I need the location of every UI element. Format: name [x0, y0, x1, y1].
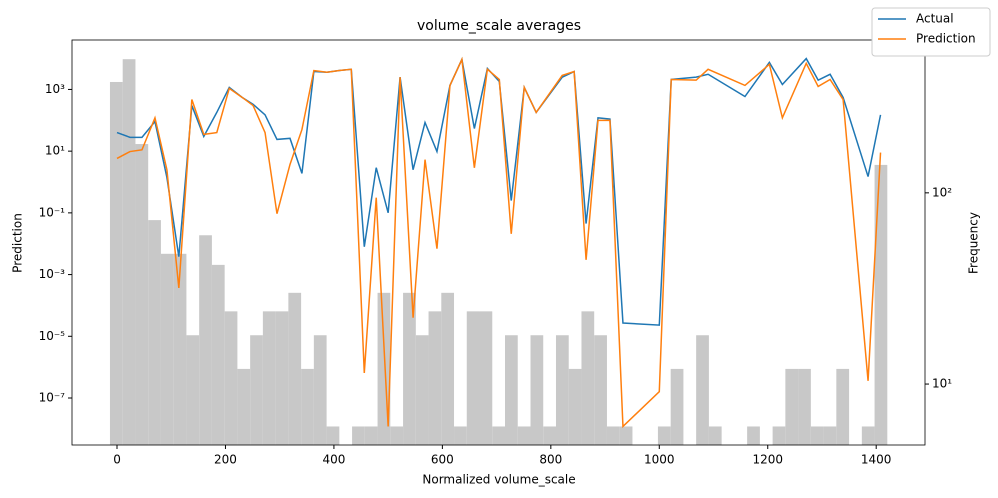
histogram-bar	[874, 164, 888, 446]
chart-title: volume_scale averages	[417, 18, 581, 34]
x-tick-label: 400	[322, 453, 345, 467]
histogram-bar	[619, 426, 633, 445]
histogram-bar	[696, 335, 709, 445]
y-axis-label: Prediction	[11, 213, 25, 273]
histogram-bar	[441, 292, 455, 445]
histogram-bar	[211, 264, 225, 445]
y2-tick-label: 10²	[932, 185, 952, 199]
histogram-bar	[785, 368, 799, 445]
y2-tick-label: 10¹	[932, 377, 952, 391]
histogram-bar	[326, 426, 340, 445]
histogram-bar	[275, 311, 289, 445]
histogram-bar	[135, 144, 149, 445]
x-tick-label: 600	[431, 453, 454, 467]
x-tick-label: 800	[539, 453, 562, 467]
histogram-bar	[250, 335, 263, 445]
histogram-bar	[364, 426, 378, 445]
histogram-bar	[492, 426, 506, 445]
y-tick-label: 10⁻⁵	[39, 329, 66, 343]
y2-axis-label: Frequency	[967, 212, 981, 274]
histogram-bar	[199, 235, 212, 445]
histogram-bar	[454, 426, 467, 445]
line	[116, 56, 882, 429]
histogram-bar	[288, 292, 302, 445]
histogram-bar	[109, 81, 123, 446]
line	[116, 56, 882, 326]
histogram-bar	[581, 311, 595, 445]
y-tick-label: 10⁻⁷	[39, 391, 66, 405]
histogram-bar	[861, 426, 875, 445]
x-tick-label: 1000	[644, 453, 675, 467]
histogram-bar	[530, 335, 544, 445]
x-tick-label: 0	[113, 453, 121, 467]
y-tick-label: 10³	[45, 82, 65, 96]
histogram-bar	[606, 426, 620, 445]
histogram-bar	[415, 335, 429, 445]
histogram-bar	[568, 368, 582, 445]
histogram-bar	[466, 311, 480, 445]
legend-label: Prediction	[916, 32, 976, 46]
histogram-bar	[810, 426, 824, 445]
histogram-bar	[173, 253, 187, 445]
histogram-bar	[555, 335, 569, 445]
histogram-bar	[823, 426, 837, 445]
histogram-bar	[186, 335, 200, 445]
histogram-bar	[594, 335, 607, 445]
histogram-bar	[160, 253, 174, 445]
x-axis-label: Normalized volume_scale	[422, 473, 575, 487]
histogram-bar	[772, 426, 786, 445]
histogram-bar	[670, 368, 684, 445]
histogram-bar	[517, 426, 531, 445]
histogram-bar	[313, 335, 327, 445]
histogram-bar	[505, 335, 518, 445]
plot-frame	[71, 39, 926, 446]
histogram-bar	[301, 368, 314, 445]
histogram-bar	[237, 368, 251, 445]
histogram-bar	[747, 426, 760, 445]
histogram-bar	[479, 311, 493, 445]
legend-label: Actual	[916, 12, 954, 26]
x-tick-label: 1400	[861, 453, 892, 467]
histogram-bar	[224, 311, 238, 445]
histogram-bar	[428, 311, 442, 445]
histogram-bar	[262, 311, 276, 445]
histogram-bar	[148, 220, 161, 445]
histogram-bar	[352, 426, 365, 445]
histogram-bar	[403, 292, 416, 445]
histogram-bar	[798, 368, 811, 445]
histogram-bar	[836, 368, 850, 445]
x-tick-label: 200	[214, 453, 237, 467]
histogram-bar	[708, 426, 722, 445]
histogram-bar	[657, 426, 671, 445]
y-tick-label: 10⁻¹	[39, 205, 66, 219]
y-tick-label: 10¹	[45, 144, 65, 158]
histogram-bar	[390, 426, 404, 445]
legend-box	[871, 7, 991, 57]
x-tick-label: 1200	[752, 453, 783, 467]
y-tick-label: 10⁻³	[39, 267, 66, 281]
histogram-bar	[122, 59, 136, 445]
histogram-bar	[543, 426, 556, 445]
